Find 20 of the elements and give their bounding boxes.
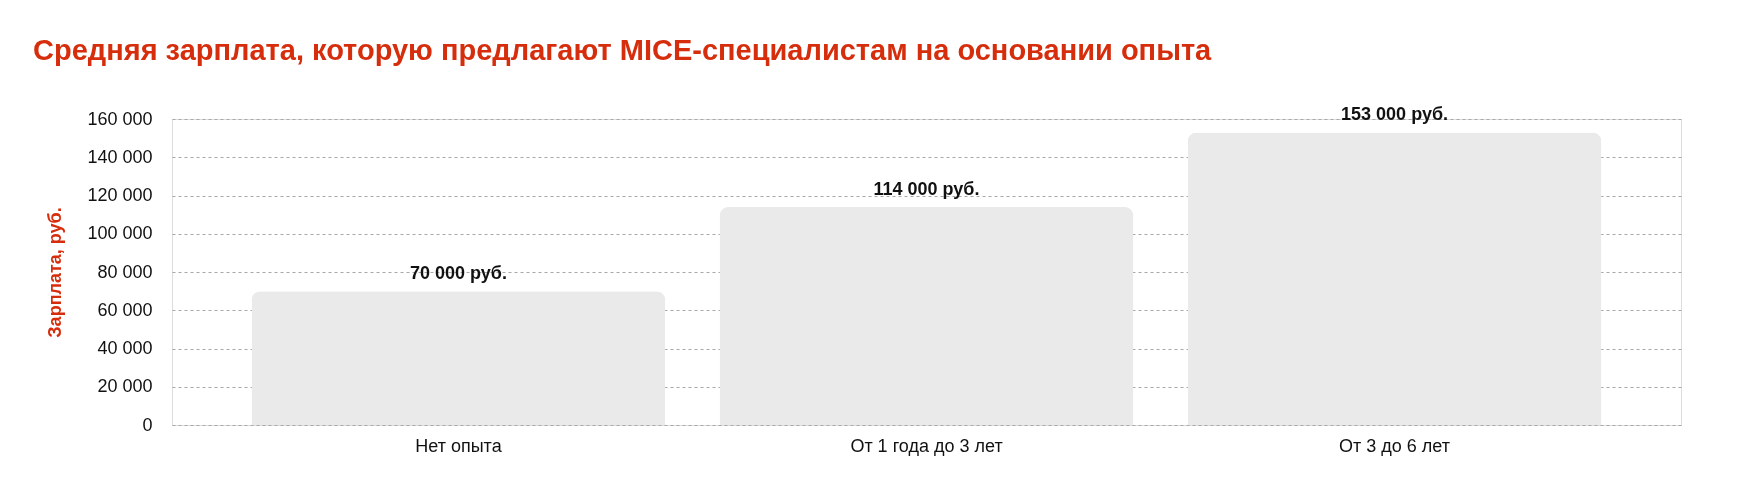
y-axis-title: Зарплата, руб. — [45, 207, 66, 338]
bar — [251, 291, 666, 425]
data-label: 70 000 руб. — [409, 263, 507, 284]
data-label: 153 000 руб. — [1341, 104, 1449, 125]
x-tick-label: Нет опыта — [415, 435, 503, 456]
y-tick-label: 80 000 — [97, 261, 153, 282]
bar — [1187, 132, 1602, 425]
y-tick-label: 0 — [142, 414, 153, 435]
y-tick-label: 120 000 — [87, 185, 153, 205]
bar — [719, 206, 1134, 425]
data-label: 114 000 руб. — [873, 178, 980, 199]
chart-title: Средняя зарплата, которую предлагают MICE-специалистам на основании опыта — [33, 34, 1213, 67]
x-tick-label: От 1 года до 3 лет — [850, 435, 1003, 456]
y-tick-label: 100 000 — [87, 223, 153, 244]
y-tick-label: 140 000 — [87, 146, 153, 167]
y-tick-label: 20 000 — [97, 376, 153, 397]
y-tick-label: 40 000 — [97, 338, 153, 358]
y-tick-label: 160 000 — [87, 108, 153, 129]
x-tick-label: От 3 до 6 лет — [1339, 435, 1451, 456]
y-tick-label: 60 000 — [97, 299, 153, 320]
